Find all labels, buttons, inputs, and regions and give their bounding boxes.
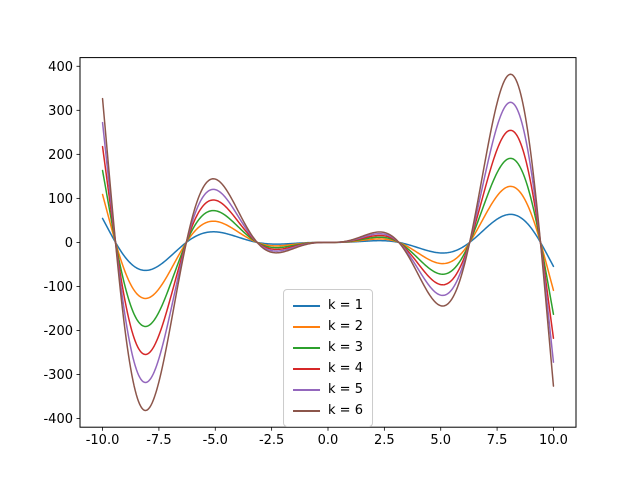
legend-label: k = 1 [328,298,363,313]
legend-line-swatch [293,409,321,412]
x-tick-label: 2.5 [374,433,395,448]
legend: k = 1 k = 2 k = 3 k = 4 k = 5 k = 6 [283,289,373,427]
x-tick-label: 5.0 [430,433,451,448]
legend-line-swatch [293,388,321,391]
legend-entry: k = 2 [293,316,363,337]
legend-entry: k = 3 [293,337,363,358]
x-tick-label: 10.0 [539,433,568,448]
series-line-6 [101,73,555,412]
legend-label: k = 4 [328,361,363,376]
x-tick-label: 0.0 [318,433,339,448]
legend-line-swatch [293,346,321,349]
x-tick-label: -10.0 [86,433,120,448]
legend-entry: k = 1 [293,295,363,316]
y-tick-label: 200 [48,148,73,163]
legend-label: k = 2 [328,319,363,334]
legend-line-swatch [293,304,321,307]
y-tick-label: 300 [48,104,73,119]
y-tick-label: -300 [43,368,73,383]
legend-entry: k = 6 [293,400,363,421]
legend-entry: k = 4 [293,358,363,379]
legend-entry: k = 5 [293,379,363,400]
legend-label: k = 6 [328,403,363,418]
y-tick-label: -100 [43,280,73,295]
x-tick-label: 7.5 [487,433,508,448]
y-tick-label: 100 [48,192,73,207]
y-tick-label: -400 [43,412,73,427]
legend-label: k = 3 [328,340,363,355]
y-tick-label: 0 [65,236,73,251]
legend-line-swatch [293,325,321,328]
legend-line-swatch [293,367,321,370]
y-tick-label: 400 [48,60,73,75]
x-tick-label: -2.5 [259,433,284,448]
legend-label: k = 5 [328,382,363,397]
x-tick-label: -7.5 [146,433,171,448]
y-tick-label: -200 [43,324,73,339]
x-tick-label: -5.0 [203,433,228,448]
